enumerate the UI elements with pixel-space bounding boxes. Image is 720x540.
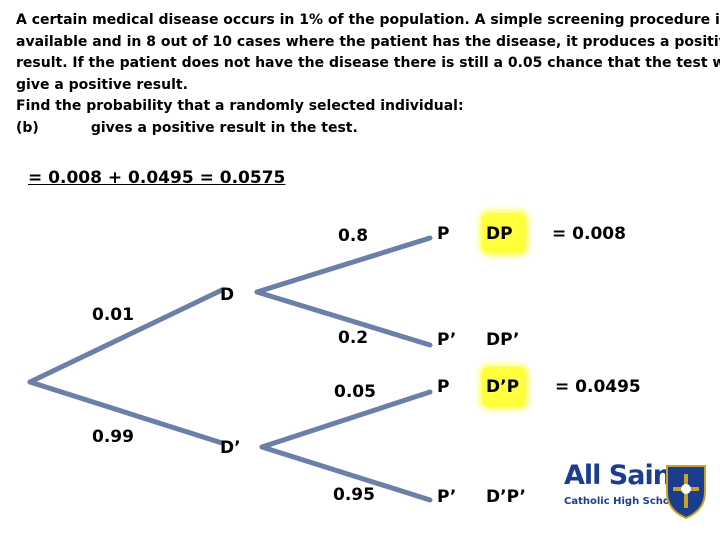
question-line: give a positive result. xyxy=(16,76,188,93)
answer-equals: = xyxy=(193,168,220,188)
event-pprime-1: P’ xyxy=(437,330,457,350)
answer-prefix: = xyxy=(28,168,49,188)
branch-dprime-p xyxy=(259,389,433,450)
part-text: gives a positive result in the test. xyxy=(90,119,358,136)
event-p-1: P xyxy=(437,224,450,244)
crest-icon xyxy=(666,465,706,520)
outcome-dpprime: DP’ xyxy=(486,330,520,350)
question-text: A certain medical disease occurs in 1% o… xyxy=(16,10,720,140)
branch-root-dprime xyxy=(27,379,225,446)
event-dprime: D’ xyxy=(220,438,241,458)
part-label: (b) xyxy=(16,119,39,136)
question-line: available and in 8 out of 10 cases where… xyxy=(16,33,720,50)
branch-prob-dprime: 0.99 xyxy=(92,427,134,447)
question-line: result. If the patient does not have the… xyxy=(16,55,720,71)
question-line: A certain medical disease occurs in 1% o… xyxy=(16,12,720,28)
answer-plus: + xyxy=(101,168,129,188)
branch-d-pprime xyxy=(254,289,433,348)
outcome-dp: DP xyxy=(486,224,513,244)
answer-result: 0.0575 xyxy=(219,168,286,188)
branch-prob-pprime-given-d: 0.2 xyxy=(338,328,369,348)
branch-prob-p-given-dprime: 0.05 xyxy=(334,382,376,402)
branch-root-d xyxy=(27,287,225,385)
question-line: Find the probability that a randomly sel… xyxy=(16,98,464,114)
answer-term1: 0.008 xyxy=(48,168,102,188)
branch-prob-pprime-given-dprime: 0.95 xyxy=(333,485,375,505)
school-logo: All Saints Catholic High School xyxy=(560,460,710,522)
outcome-dprime-pprime: D’P’ xyxy=(486,487,526,507)
result-dp: = 0.008 xyxy=(552,224,626,244)
highlight-dprime-p xyxy=(482,367,526,407)
outcome-dprime-p: D’P xyxy=(486,377,520,397)
question-part-b: (b) gives a positive result in the test. xyxy=(16,118,706,140)
logo-subtitle: Catholic High School xyxy=(564,496,681,507)
event-d: D xyxy=(220,285,235,305)
event-p-2: P xyxy=(437,377,450,397)
branch-prob-d: 0.01 xyxy=(92,305,134,325)
branch-dprime-pprime xyxy=(259,444,433,503)
branch-prob-p-given-d: 0.8 xyxy=(338,226,369,246)
event-pprime-2: P’ xyxy=(437,487,457,507)
answer-expression: = 0.008 + 0.0495 = 0.0575 xyxy=(28,168,285,188)
highlight-dp xyxy=(482,213,526,253)
result-dprime-p: = 0.0495 xyxy=(555,377,641,397)
answer-term2: 0.0495 xyxy=(128,168,194,188)
branch-d-p xyxy=(254,235,433,295)
